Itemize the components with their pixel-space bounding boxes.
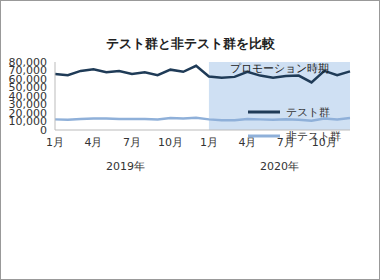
svg-text:80,000: 80,000 <box>9 56 48 69</box>
svg-text:4月: 4月 <box>238 136 256 149</box>
svg-text:4月: 4月 <box>84 136 102 149</box>
svg-text:1月: 1月 <box>200 136 218 149</box>
svg-text:7月: 7月 <box>277 136 295 149</box>
svg-text:10月: 10月 <box>158 136 183 149</box>
svg-text:2020年: 2020年 <box>260 160 299 173</box>
svg-text:1月: 1月 <box>46 136 64 149</box>
svg-text:10月: 10月 <box>312 136 337 149</box>
svg-text:プロモーション時期: プロモーション時期 <box>230 62 329 74</box>
svg-text:2019年: 2019年 <box>106 160 145 173</box>
svg-text:7月: 7月 <box>123 136 141 149</box>
